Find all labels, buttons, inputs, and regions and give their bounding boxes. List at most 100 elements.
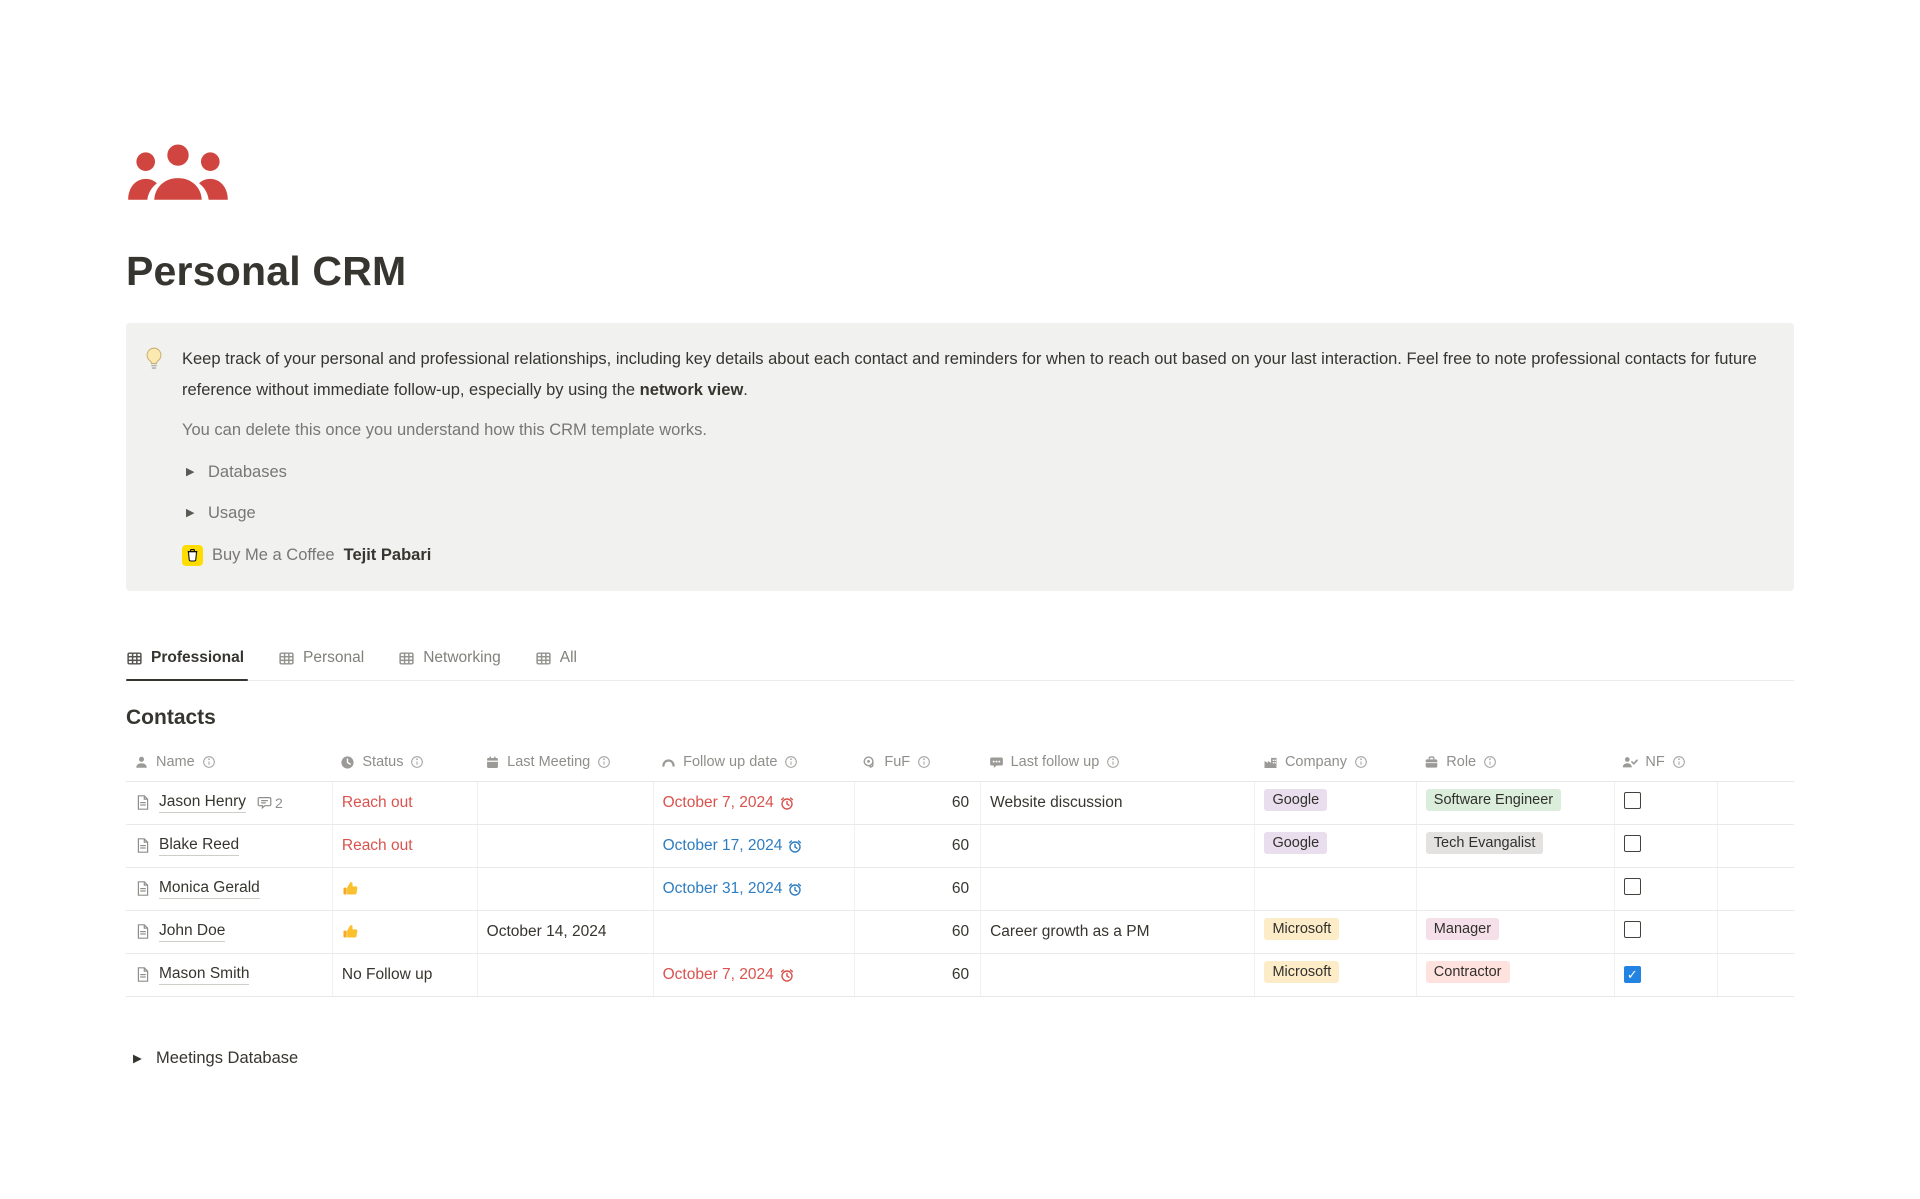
info-icon[interactable]	[202, 755, 216, 769]
last-follow-up-cell[interactable]: Website discussion	[980, 781, 1256, 825]
contact-name-link[interactable]: Mason Smith	[159, 965, 250, 985]
tab-personal[interactable]: Personal	[278, 649, 364, 680]
follow-up-date-cell[interactable]: October 31, 2024	[653, 867, 855, 911]
role-cell[interactable]: Tech Evangalist	[1416, 824, 1615, 868]
company-cell[interactable]: Microsoft	[1254, 910, 1417, 954]
table-row: Mason Smith No Follow up October 7, 2024…	[126, 953, 1794, 997]
last-meeting-cell[interactable]	[477, 824, 654, 868]
info-icon[interactable]	[784, 755, 798, 769]
last-follow-up-text: Career growth as a PM	[990, 922, 1150, 940]
column-header-name[interactable]: Name	[126, 743, 333, 782]
company-cell[interactable]	[1254, 867, 1417, 911]
toggle-usage[interactable]: ▶ Usage	[182, 498, 1774, 529]
fuf-cell[interactable]: 60	[854, 781, 982, 825]
follow-up-date-cell[interactable]	[653, 910, 855, 954]
column-header-status[interactable]: Status	[332, 743, 478, 782]
status-cell[interactable]: Reach out	[332, 781, 478, 825]
nf-checkbox[interactable]	[1623, 791, 1641, 809]
contact-name-link[interactable]: John Doe	[159, 922, 226, 942]
toggle-triangle-icon[interactable]: ▶	[186, 507, 195, 520]
info-icon[interactable]	[597, 755, 611, 769]
page-file-icon	[135, 923, 151, 940]
column-header-last-follow-up[interactable]: Last follow up	[980, 743, 1255, 782]
table-header-row: Name Status Last Meeting Follow up date	[126, 743, 1794, 782]
fuf-cell[interactable]: 60	[854, 953, 982, 997]
toggle-databases[interactable]: ▶ Databases	[182, 457, 1774, 488]
toggle-triangle-icon[interactable]: ▶	[133, 1053, 142, 1066]
fuf-cell[interactable]: 60	[854, 824, 982, 868]
fuf-cell[interactable]: 60	[854, 867, 982, 911]
nf-checkbox[interactable]	[1623, 965, 1641, 983]
fuf-value: 60	[951, 879, 970, 897]
info-icon[interactable]	[1672, 755, 1686, 769]
company-cell[interactable]: Google	[1254, 781, 1417, 825]
last-follow-up-cell[interactable]	[980, 953, 1256, 997]
toggle-meetings-database[interactable]: ▶ Meetings Database	[126, 1049, 1794, 1068]
status-cell[interactable]: Reach out	[332, 824, 478, 868]
contact-name-link[interactable]: Blake Reed	[159, 836, 240, 856]
role-cell[interactable]: Contractor	[1416, 953, 1615, 997]
column-header-nf[interactable]: NF	[1614, 743, 1718, 782]
info-icon[interactable]	[1354, 755, 1368, 769]
column-header-last-meeting[interactable]: Last Meeting	[477, 743, 654, 782]
follow-up-date-cell[interactable]: October 7, 2024	[653, 781, 855, 825]
contact-name-link[interactable]: Jason Henry	[159, 793, 247, 813]
column-header-follow-up-date[interactable]: Follow up date	[653, 743, 855, 782]
nf-cell[interactable]	[1614, 910, 1718, 954]
follow-up-date-cell[interactable]: October 7, 2024	[653, 953, 855, 997]
last-meeting-cell[interactable]	[477, 781, 654, 825]
name-cell[interactable]: John Doe	[126, 910, 333, 954]
nf-cell[interactable]	[1614, 867, 1718, 911]
contact-name-link[interactable]: Monica Gerald	[159, 879, 260, 899]
last-follow-up-cell[interactable]	[980, 824, 1256, 868]
nf-cell[interactable]	[1614, 824, 1718, 868]
toggle-usage-label: Usage	[208, 504, 256, 523]
status-cell[interactable]: No Follow up	[332, 953, 478, 997]
extra-cell	[1717, 781, 1794, 825]
name-cell[interactable]: Jason Henry 2	[126, 781, 333, 825]
name-cell[interactable]: Mason Smith	[126, 953, 333, 997]
column-header-role[interactable]: Role	[1416, 743, 1615, 782]
role-cell[interactable]: Software Engineer	[1416, 781, 1615, 825]
table-row: Blake Reed Reach out October 17, 2024 60…	[126, 824, 1794, 868]
name-cell[interactable]: Blake Reed	[126, 824, 333, 868]
tab-all[interactable]: All	[535, 649, 577, 680]
column-header-fuf[interactable]: FuF	[854, 743, 981, 782]
info-icon[interactable]	[410, 755, 424, 769]
callout-paragraph: Keep track of your personal and professi…	[182, 350, 1757, 399]
last-follow-up-cell[interactable]: Career growth as a PM	[980, 910, 1256, 954]
contacts-db-title[interactable]: Contacts	[126, 706, 216, 730]
last-follow-up-cell[interactable]	[980, 867, 1256, 911]
nf-cell[interactable]	[1614, 953, 1718, 997]
role-cell[interactable]	[1416, 867, 1615, 911]
nf-checkbox[interactable]	[1623, 920, 1641, 938]
name-cell[interactable]: Monica Gerald	[126, 867, 333, 911]
info-icon[interactable]	[1106, 755, 1120, 769]
comment-count[interactable]: 2	[257, 795, 283, 811]
info-icon[interactable]	[917, 755, 931, 769]
people-group-icon[interactable]	[126, 138, 230, 204]
status-cell[interactable]	[332, 867, 478, 911]
toggle-triangle-icon[interactable]: ▶	[186, 465, 195, 478]
tab-networking[interactable]: Networking	[398, 649, 501, 680]
follow-up-date-cell[interactable]: October 17, 2024	[653, 824, 855, 868]
last-meeting-cell[interactable]: October 14, 2024	[477, 910, 654, 954]
nf-cell[interactable]	[1614, 781, 1718, 825]
page-file-icon	[135, 880, 151, 897]
last-meeting-cell[interactable]	[477, 867, 654, 911]
info-icon[interactable]	[1483, 755, 1497, 769]
status-cell[interactable]	[332, 910, 478, 954]
tab-professional[interactable]: Professional	[126, 649, 249, 682]
buy-me-a-coffee-link[interactable]: Buy Me a Coffee Tejit Pabari	[182, 540, 1774, 571]
page-file-icon	[135, 794, 151, 811]
fuf-value: 60	[951, 793, 970, 811]
nf-checkbox[interactable]	[1623, 834, 1641, 852]
follow-up-date-text: October 31, 2024	[662, 879, 783, 897]
role-cell[interactable]: Manager	[1416, 910, 1615, 954]
column-header-company[interactable]: Company	[1254, 743, 1417, 782]
last-meeting-cell[interactable]	[477, 953, 654, 997]
nf-checkbox[interactable]	[1623, 877, 1641, 895]
fuf-cell[interactable]: 60	[854, 910, 982, 954]
company-cell[interactable]: Google	[1254, 824, 1417, 868]
company-cell[interactable]: Microsoft	[1254, 953, 1417, 997]
